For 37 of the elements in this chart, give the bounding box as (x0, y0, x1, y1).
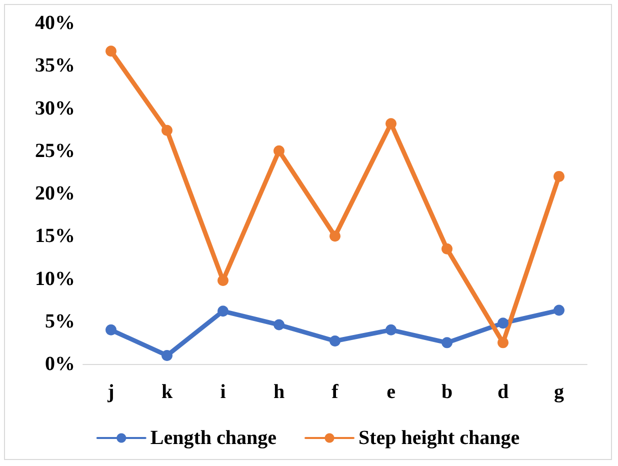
point (162, 350, 172, 361)
y-tick-label: 0% (45, 353, 75, 375)
point (554, 304, 564, 316)
legend-label: Step height change (358, 427, 520, 449)
point (386, 118, 396, 130)
y-tick-label: 35% (35, 54, 75, 77)
legend-label: Length change (150, 427, 277, 449)
point (442, 243, 452, 254)
x-tick-label: e (386, 381, 396, 403)
x-tick-label: b (441, 381, 453, 403)
x-tick-label: h (273, 381, 285, 403)
x-tick-label: f (332, 381, 339, 403)
point (442, 337, 452, 348)
point (554, 170, 564, 182)
y-tick-label: 15% (35, 225, 75, 248)
point (218, 306, 228, 317)
x-tick-label: k (161, 381, 174, 403)
x-tick-label: d (497, 381, 509, 403)
point (330, 335, 340, 346)
point (274, 145, 284, 156)
y-tick-label: 25% (35, 140, 75, 162)
point (498, 337, 508, 348)
y-tick-label: 40% (35, 12, 75, 34)
y-tick-label: 10% (35, 268, 75, 290)
point (386, 324, 396, 336)
y-tick-label: 30% (35, 97, 75, 120)
x-tick-label: i (220, 381, 226, 403)
point (274, 319, 284, 330)
point (330, 230, 340, 242)
point (106, 46, 116, 57)
y-tick-label: 20% (35, 182, 75, 204)
point (162, 124, 172, 136)
y-tick-label: 5% (45, 310, 75, 332)
x-tick-label: j (106, 381, 114, 403)
point (106, 324, 116, 336)
x-tick-label: g (554, 381, 564, 403)
point (498, 318, 508, 329)
